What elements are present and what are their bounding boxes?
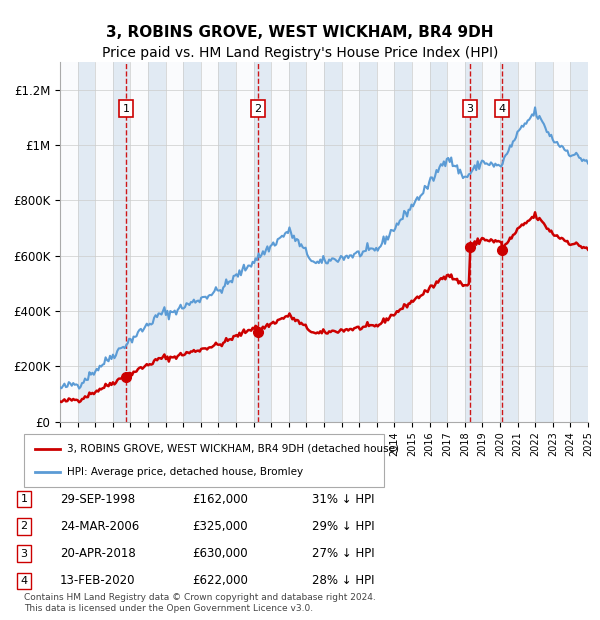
Text: 27% ↓ HPI: 27% ↓ HPI bbox=[312, 547, 374, 560]
Text: 2: 2 bbox=[254, 104, 261, 113]
Text: 4: 4 bbox=[499, 104, 506, 113]
Bar bbox=[271, 62, 289, 422]
FancyBboxPatch shape bbox=[24, 434, 384, 487]
Bar bbox=[518, 62, 535, 422]
Text: Price paid vs. HM Land Registry's House Price Index (HPI): Price paid vs. HM Land Registry's House … bbox=[102, 46, 498, 61]
Bar bbox=[77, 62, 95, 422]
Text: 1: 1 bbox=[20, 494, 28, 504]
Bar bbox=[113, 62, 130, 422]
Text: 3: 3 bbox=[467, 104, 473, 113]
Bar bbox=[289, 62, 307, 422]
Text: 1: 1 bbox=[122, 104, 130, 113]
Bar bbox=[394, 62, 412, 422]
Bar bbox=[218, 62, 236, 422]
Text: 2: 2 bbox=[20, 521, 28, 531]
Bar bbox=[60, 62, 77, 422]
Bar bbox=[430, 62, 447, 422]
Bar bbox=[553, 62, 571, 422]
Text: 13-FEB-2020: 13-FEB-2020 bbox=[60, 575, 136, 587]
Bar bbox=[571, 62, 588, 422]
Text: 31% ↓ HPI: 31% ↓ HPI bbox=[312, 493, 374, 505]
Bar bbox=[130, 62, 148, 422]
Text: 20-APR-2018: 20-APR-2018 bbox=[60, 547, 136, 560]
Bar bbox=[254, 62, 271, 422]
Bar bbox=[500, 62, 518, 422]
Bar bbox=[447, 62, 465, 422]
Bar bbox=[148, 62, 166, 422]
Bar bbox=[307, 62, 324, 422]
Bar bbox=[95, 62, 113, 422]
Text: £622,000: £622,000 bbox=[192, 575, 248, 587]
Bar bbox=[201, 62, 218, 422]
Bar bbox=[183, 62, 201, 422]
Text: 29-SEP-1998: 29-SEP-1998 bbox=[60, 493, 135, 505]
Text: £630,000: £630,000 bbox=[192, 547, 248, 560]
Text: 3, ROBINS GROVE, WEST WICKHAM, BR4 9DH (detached house): 3, ROBINS GROVE, WEST WICKHAM, BR4 9DH (… bbox=[67, 444, 399, 454]
Text: HPI: Average price, detached house, Bromley: HPI: Average price, detached house, Brom… bbox=[67, 467, 304, 477]
Text: 28% ↓ HPI: 28% ↓ HPI bbox=[312, 575, 374, 587]
Bar bbox=[465, 62, 482, 422]
Bar bbox=[236, 62, 254, 422]
Text: Contains HM Land Registry data © Crown copyright and database right 2024.
This d: Contains HM Land Registry data © Crown c… bbox=[24, 593, 376, 613]
Text: 3, ROBINS GROVE, WEST WICKHAM, BR4 9DH: 3, ROBINS GROVE, WEST WICKHAM, BR4 9DH bbox=[106, 25, 494, 40]
Text: 4: 4 bbox=[20, 576, 28, 586]
Text: 3: 3 bbox=[20, 549, 28, 559]
Bar bbox=[377, 62, 394, 422]
Bar bbox=[482, 62, 500, 422]
Text: £325,000: £325,000 bbox=[192, 520, 248, 533]
Bar bbox=[359, 62, 377, 422]
Bar bbox=[588, 62, 600, 422]
Bar bbox=[324, 62, 341, 422]
Bar bbox=[166, 62, 183, 422]
Bar bbox=[412, 62, 430, 422]
Text: 29% ↓ HPI: 29% ↓ HPI bbox=[312, 520, 374, 533]
Text: £162,000: £162,000 bbox=[192, 493, 248, 505]
Bar bbox=[535, 62, 553, 422]
Bar bbox=[341, 62, 359, 422]
Text: 24-MAR-2006: 24-MAR-2006 bbox=[60, 520, 139, 533]
